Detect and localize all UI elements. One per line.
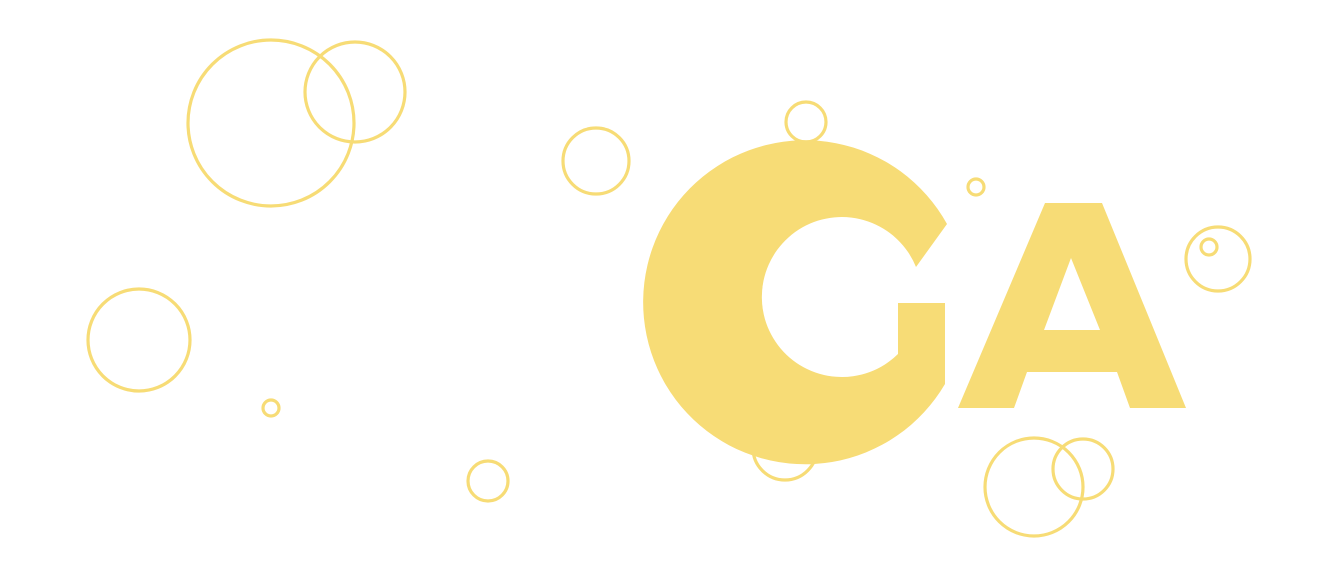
bubble-circle-icon xyxy=(261,398,281,418)
bubble-circle-icon xyxy=(784,100,828,144)
logo-mark xyxy=(643,140,1186,465)
bubble-circle-icon xyxy=(1051,437,1115,501)
logo-letter-a xyxy=(958,203,1186,408)
bubble-circle-icon xyxy=(561,126,631,196)
bubble-circle-icon xyxy=(1184,225,1252,293)
bubble-circle-icon xyxy=(1199,237,1219,257)
bubble-circle-icon xyxy=(466,459,510,503)
bubble-circle-icon xyxy=(303,40,407,144)
bubble-circle-icon xyxy=(86,287,192,393)
bubble-circle-icon xyxy=(966,177,986,197)
bubble-circle-icon xyxy=(186,38,356,208)
logo-letter-g xyxy=(643,140,947,465)
bubble-circle-icon xyxy=(983,436,1085,538)
